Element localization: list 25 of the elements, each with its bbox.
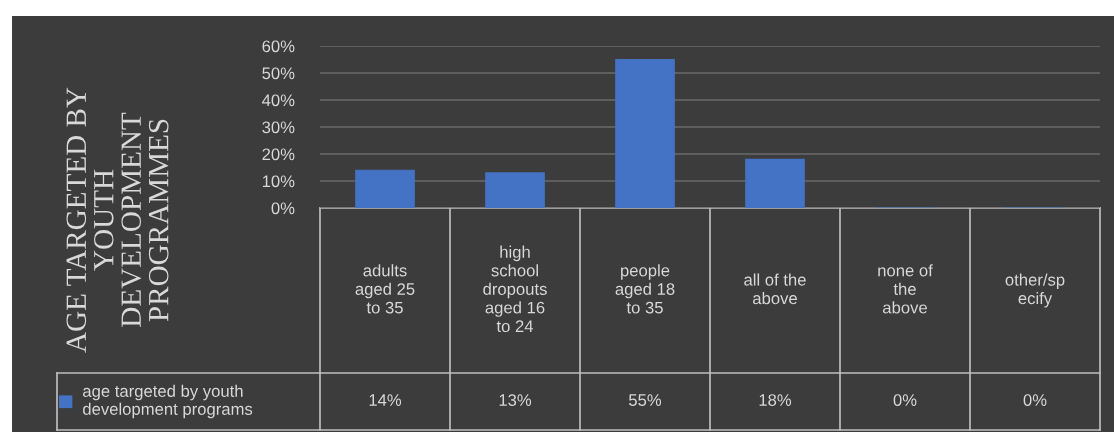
y-tick-label: 20%	[262, 148, 295, 161]
bar	[485, 172, 545, 208]
y-tick-label: 50%	[262, 67, 295, 80]
data-label: 55%	[628, 394, 662, 406]
data-label: 18%	[759, 394, 792, 406]
y-tick-label: 30%	[262, 121, 295, 134]
y-tick-label: 40%	[262, 94, 295, 107]
y-tick-label: 0%	[271, 202, 295, 215]
data-label: 13%	[499, 394, 532, 406]
x-tick-label: all of the above	[744, 273, 806, 305]
x-tick-label: high school dropouts aged 16 to 24	[483, 245, 547, 333]
y-tick-label: 10%	[262, 175, 295, 188]
x-tick-label: none of the above	[878, 264, 933, 314]
x-tick-label: people aged 18 to 35	[615, 264, 675, 314]
bar	[355, 169, 415, 208]
bar	[745, 158, 805, 208]
x-tick-label: adults aged 25 to 35	[355, 264, 415, 314]
data-label: 14%	[369, 394, 402, 406]
data-label: 0%	[1023, 394, 1047, 406]
data-label: 0%	[893, 394, 917, 406]
bar	[615, 58, 675, 208]
y-tick-label: 60%	[262, 40, 295, 53]
legend-label: age targeted by youth development programs	[83, 384, 253, 419]
x-tick-label: other/sp ecify	[1005, 273, 1065, 308]
y-axis-title: AGE TARGETED BY YOUTH DEVELOPMENT PROGRAMMES	[66, 87, 169, 353]
